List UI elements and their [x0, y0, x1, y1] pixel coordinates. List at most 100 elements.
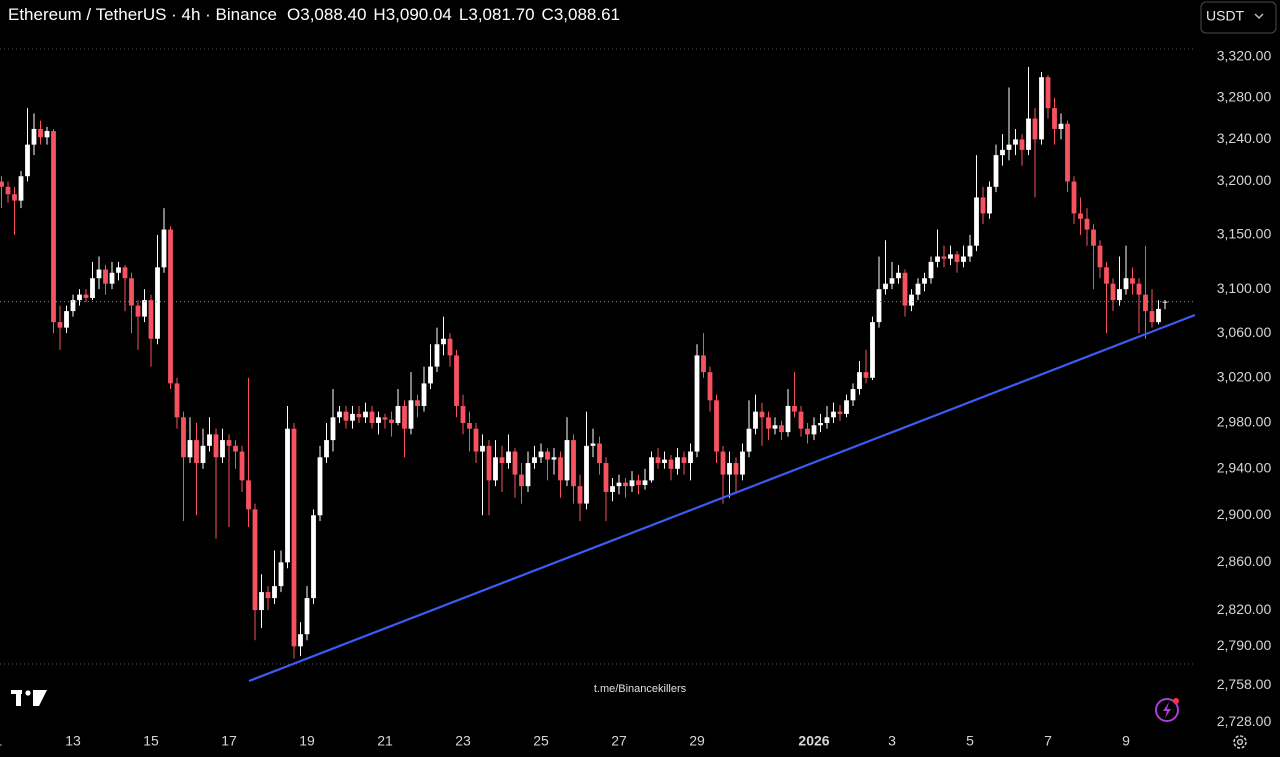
candle-body [168, 229, 173, 384]
x-tick-label: 13 [65, 733, 81, 749]
candle-body [818, 422, 823, 426]
candle-body [1084, 218, 1090, 230]
flash-icon[interactable] [1163, 702, 1171, 718]
candle-body [486, 445, 492, 481]
candle-body [1091, 229, 1096, 246]
candle-body [83, 294, 89, 298]
ohlc-value: 3,081.70 [468, 5, 534, 24]
gear-teeth[interactable] [1233, 735, 1247, 749]
candle-body [564, 440, 570, 481]
x-tick-label: 29 [689, 733, 705, 749]
y-tick-label: 2,900.00 [1217, 506, 1272, 522]
y-tick-label: 2,980.00 [1217, 414, 1272, 430]
candle-body [207, 434, 212, 446]
ohlc-value: 3,088.40 [300, 5, 366, 24]
candle-body [707, 372, 713, 401]
flash-ring[interactable] [1155, 698, 1179, 722]
y-tick-label: 2,820.00 [1217, 601, 1272, 617]
candle-body [902, 272, 908, 306]
x-tick-label: 9 [1122, 733, 1130, 749]
plot-area [0, 66, 1168, 659]
candle-body [545, 451, 550, 460]
candle-body [1097, 245, 1103, 268]
candle-body [961, 256, 966, 262]
candle-body [77, 294, 82, 301]
candle-body [473, 428, 479, 452]
flash-dot[interactable] [1173, 698, 1179, 704]
candle-body [25, 144, 30, 177]
x-tick-label: 25 [533, 733, 549, 749]
candle-body [538, 451, 544, 458]
candle-body [460, 405, 466, 423]
candle-body [239, 451, 245, 481]
candle-body [980, 197, 986, 214]
candle-body [103, 269, 108, 284]
y-tick-label: 3,200.00 [1217, 172, 1272, 188]
candle-body [727, 463, 732, 475]
gear-hub[interactable] [1236, 738, 1244, 746]
candle-body [688, 451, 693, 464]
candle-body [987, 186, 992, 214]
x-tick-label: 5 [966, 733, 974, 749]
candle-body [1117, 289, 1122, 301]
currency-label[interactable]: USDT [1206, 8, 1245, 24]
candle-body [278, 562, 284, 587]
candle-body [512, 451, 518, 475]
candle-body [857, 372, 862, 390]
candle-body [116, 267, 121, 273]
candle-body [1136, 283, 1142, 295]
ohlc-value: 3,088.61 [554, 5, 620, 24]
candle-body [200, 445, 206, 464]
candle-body [44, 131, 50, 138]
candle-body [181, 417, 186, 458]
currency-button-frame[interactable] [1200, 1, 1277, 34]
candle-body [753, 411, 758, 429]
candle-body [1052, 108, 1057, 129]
currency-button[interactable]: USDT [1200, 1, 1277, 34]
candle-body [694, 355, 700, 452]
y-tick-label: 3,240.00 [1217, 130, 1272, 146]
candle-body [1071, 181, 1077, 214]
candle-body [772, 425, 778, 429]
candle-body [402, 405, 407, 429]
candle-body [662, 459, 667, 464]
flash-button[interactable] [1155, 698, 1179, 722]
logo-part [16, 690, 21, 706]
candle-body [623, 482, 628, 487]
candle-body [109, 272, 115, 284]
candle-body [935, 256, 940, 262]
candle-body [428, 366, 433, 384]
candle-body [616, 482, 622, 487]
candle-body [421, 383, 427, 406]
candle-body [298, 634, 303, 647]
chevron-icon[interactable] [1254, 13, 1264, 20]
candle-body [1013, 139, 1018, 145]
candle-body [584, 445, 589, 504]
candle-body [610, 486, 615, 492]
candle-body [408, 400, 414, 429]
candle-body [233, 445, 238, 452]
candle-body [265, 592, 271, 599]
candle-body [766, 417, 771, 429]
candle-body [831, 411, 836, 418]
candle-body [317, 457, 323, 516]
candle-body [1078, 213, 1083, 219]
candle-body [5, 186, 11, 195]
candle-body [733, 463, 739, 475]
settings-button[interactable] [1233, 735, 1247, 749]
candle-body [1032, 118, 1038, 140]
candle-body [701, 355, 706, 373]
candle-body [1026, 118, 1031, 150]
candle-body [1156, 308, 1161, 323]
candle-body [571, 440, 576, 487]
x-tick-label: 15 [143, 733, 159, 749]
candle-body [785, 405, 791, 433]
x-tick-label: 21 [377, 733, 393, 749]
candle-body [636, 480, 641, 485]
candle-body [915, 283, 921, 295]
candle-body [369, 411, 375, 423]
y-tick-label: 2,728.00 [1217, 713, 1272, 729]
y-tick-label: 3,020.00 [1217, 368, 1272, 384]
